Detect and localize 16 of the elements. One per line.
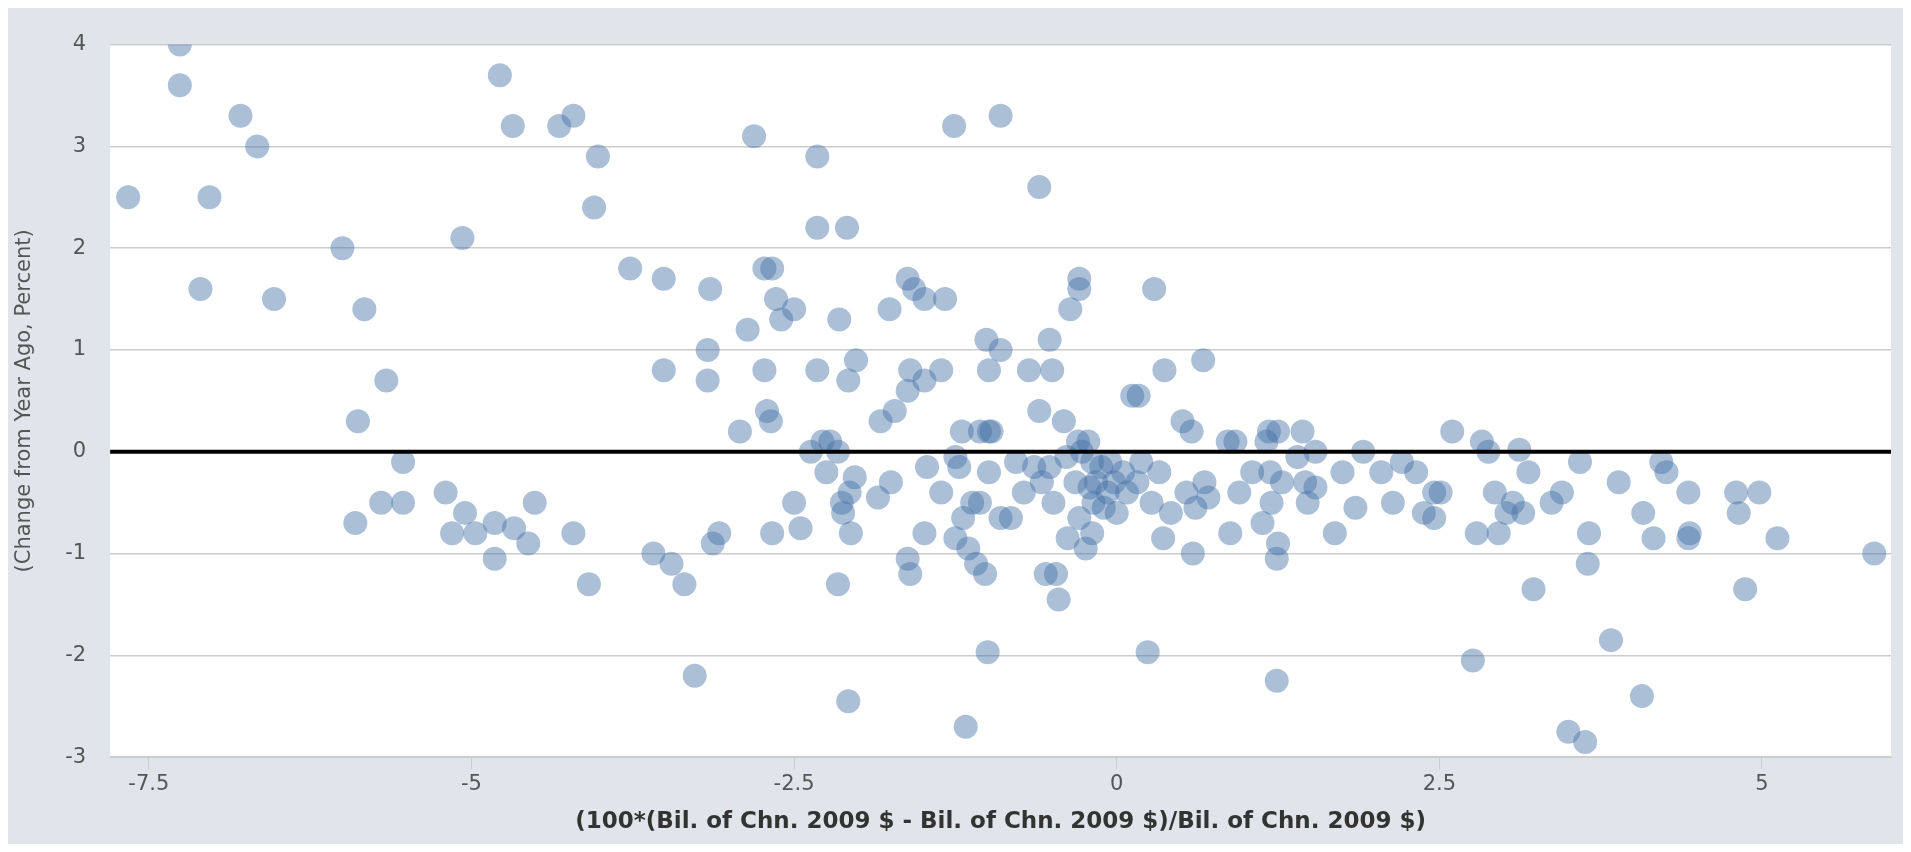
y-tick-label: -2 [65, 641, 87, 666]
x-tick-label: 0 [1110, 771, 1124, 796]
x-tick-label: 5 [1755, 771, 1769, 796]
x-tick-label: 2.5 [1422, 771, 1457, 796]
y-tick-label: 4 [72, 31, 87, 56]
y-tick-label: 2 [72, 234, 87, 259]
y-tick-label: -3 [65, 743, 87, 768]
x-tick-label: -7.5 [128, 771, 170, 796]
x-tick-label: -5 [461, 771, 482, 796]
y-tick-label: 0 [72, 438, 87, 463]
x-axis-title: (100*(Bil. of Chn. 2009 $ - Bil. of Chn. 2009 $)/Bil. of Chn. 2009 $) [575, 807, 1426, 834]
y-tick-label: -1 [65, 540, 87, 565]
y-axis-title: (Change from Year Ago, Percent) [11, 229, 36, 573]
y-tick-label: 1 [72, 336, 87, 361]
x-tick-label: -2.5 [773, 771, 815, 796]
y-tick-label: 3 [72, 132, 87, 157]
